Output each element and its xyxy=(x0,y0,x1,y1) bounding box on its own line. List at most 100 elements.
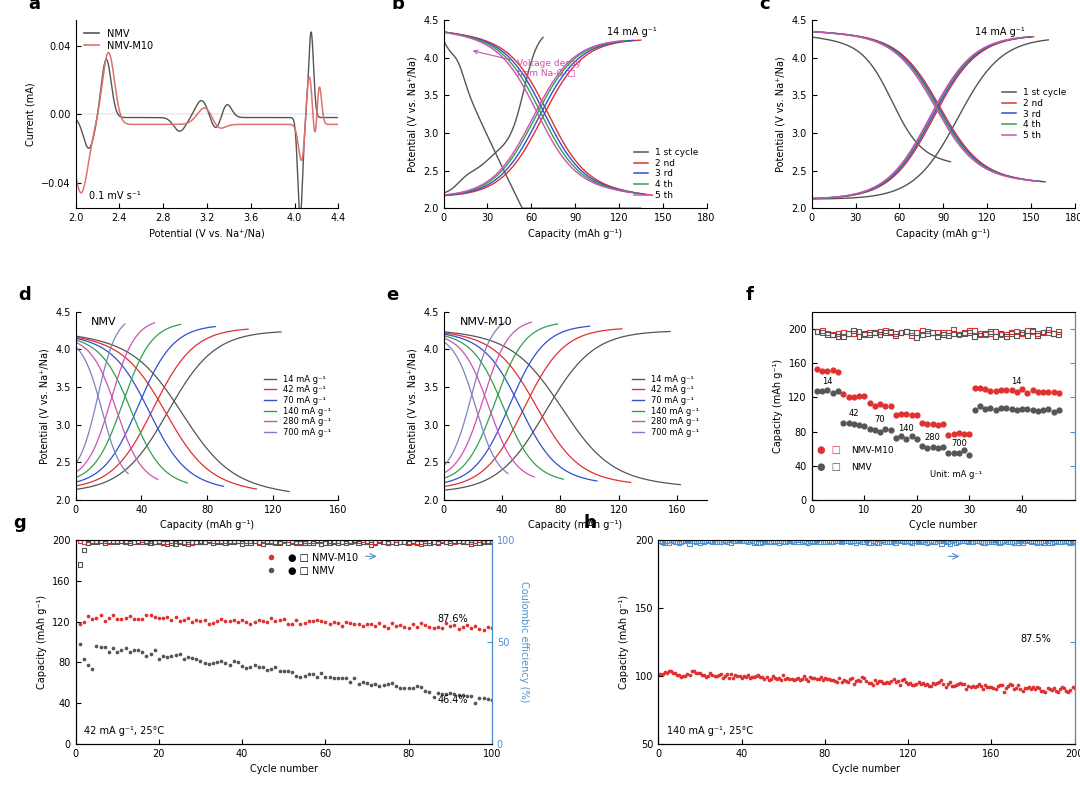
Point xyxy=(354,620,372,633)
Point xyxy=(280,534,297,546)
Point xyxy=(242,618,259,630)
Point xyxy=(768,673,785,686)
Point xyxy=(346,534,363,547)
Point xyxy=(421,535,438,548)
Point xyxy=(424,622,442,634)
Point xyxy=(121,534,138,547)
Point xyxy=(735,670,753,682)
Point xyxy=(450,688,468,701)
Point xyxy=(184,652,201,665)
Text: ●  □: ● □ xyxy=(816,462,841,472)
Point xyxy=(166,535,184,548)
Point xyxy=(1010,679,1027,692)
Point xyxy=(900,534,917,547)
Point xyxy=(908,534,926,547)
Point xyxy=(316,537,334,550)
X-axis label: Cycle number: Cycle number xyxy=(249,765,318,774)
Point xyxy=(408,535,426,548)
Point xyxy=(666,666,684,679)
Point xyxy=(852,674,869,687)
Point xyxy=(429,621,446,634)
Point xyxy=(934,418,951,430)
Point xyxy=(105,642,122,654)
Point xyxy=(855,420,873,433)
Point xyxy=(882,424,900,437)
Point xyxy=(76,615,93,628)
Point xyxy=(902,535,919,548)
Point xyxy=(1013,403,1030,416)
Point xyxy=(864,534,881,547)
Point xyxy=(341,535,359,548)
Point xyxy=(914,329,931,342)
Point xyxy=(708,670,726,682)
Point xyxy=(1001,536,1018,549)
Point xyxy=(958,535,975,548)
Point xyxy=(904,678,921,691)
Point xyxy=(338,534,355,547)
Point xyxy=(179,538,197,550)
Point xyxy=(480,621,497,634)
Point xyxy=(998,383,1015,396)
Point xyxy=(421,686,438,698)
Point xyxy=(217,536,234,549)
Point xyxy=(848,536,865,549)
Point xyxy=(843,534,861,547)
Point xyxy=(475,692,492,705)
Point xyxy=(1045,682,1063,694)
Point xyxy=(879,535,896,548)
X-axis label: Capacity (mAh g⁻¹): Capacity (mAh g⁻¹) xyxy=(896,229,990,238)
Point xyxy=(777,673,794,686)
Point xyxy=(860,676,877,689)
Point xyxy=(258,615,275,628)
Point xyxy=(1003,327,1021,340)
Point xyxy=(819,326,836,339)
Point xyxy=(280,536,297,549)
Point xyxy=(1043,537,1061,550)
Point xyxy=(1023,535,1040,548)
Point xyxy=(179,612,197,625)
Point xyxy=(841,673,859,686)
Point xyxy=(1026,535,1043,548)
Point xyxy=(768,535,785,548)
Point xyxy=(897,534,915,547)
Point xyxy=(379,537,396,550)
Point xyxy=(866,400,883,413)
Point xyxy=(794,673,811,686)
Point xyxy=(835,387,852,400)
Point xyxy=(87,640,105,653)
Point xyxy=(275,534,293,547)
Point xyxy=(424,690,442,703)
Point xyxy=(772,534,789,547)
Point xyxy=(213,536,230,549)
Point xyxy=(100,535,118,548)
Point xyxy=(338,537,355,550)
Point xyxy=(712,535,729,548)
Point xyxy=(433,688,450,701)
Point xyxy=(262,662,280,675)
Point xyxy=(171,648,188,661)
Point xyxy=(363,538,380,550)
Point xyxy=(919,418,936,430)
Point xyxy=(714,671,731,684)
Point xyxy=(325,535,342,548)
Point xyxy=(150,534,167,547)
Point xyxy=(909,536,927,549)
Point xyxy=(130,612,147,625)
Point xyxy=(945,680,962,693)
Text: 87.5%: 87.5% xyxy=(1021,634,1051,644)
Point xyxy=(861,328,878,341)
Point xyxy=(812,535,829,548)
Point xyxy=(743,670,760,683)
Point xyxy=(887,330,904,342)
Point xyxy=(171,614,188,627)
Point xyxy=(835,673,852,686)
Point xyxy=(346,671,363,684)
Point xyxy=(154,611,172,624)
Point xyxy=(904,536,921,549)
Point xyxy=(76,544,93,557)
Point xyxy=(325,534,342,547)
Point xyxy=(866,674,883,686)
X-axis label: Capacity (mAh g⁻¹): Capacity (mAh g⁻¹) xyxy=(528,229,622,238)
Point xyxy=(929,533,946,546)
Point xyxy=(262,534,280,547)
